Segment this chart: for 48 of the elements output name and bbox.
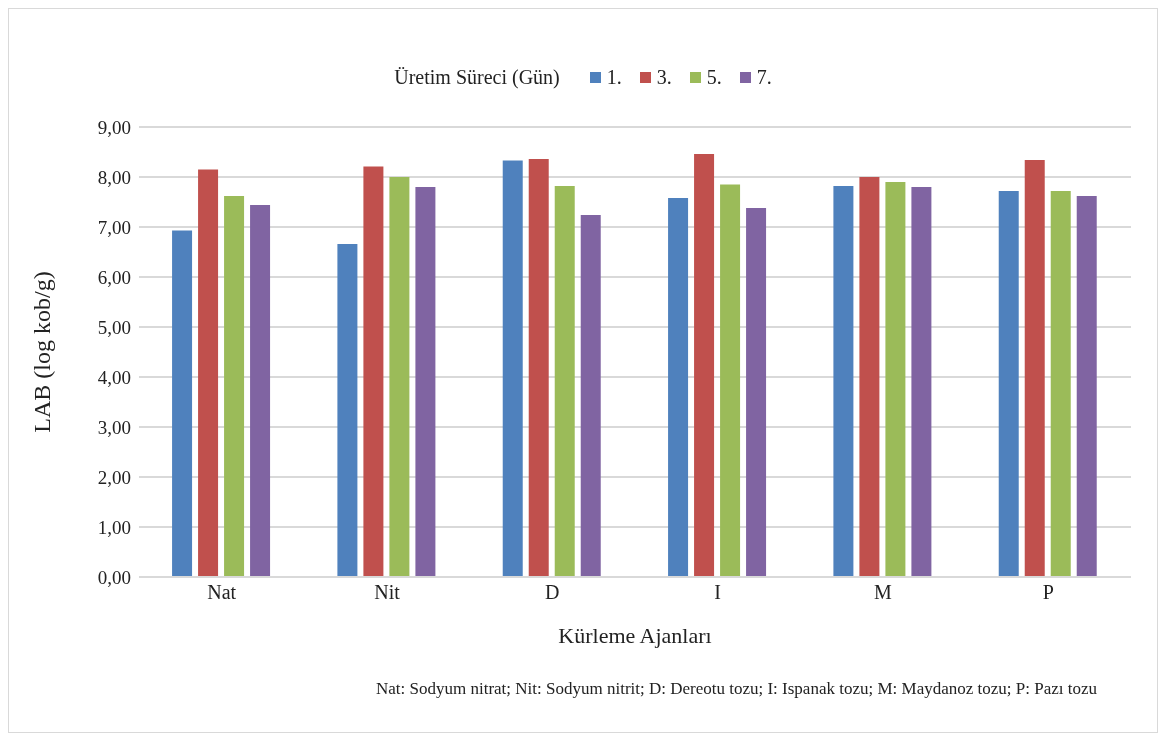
legend-title: Üretim Süreci (Gün) [394, 65, 560, 89]
bar [389, 177, 410, 577]
bar [885, 182, 906, 577]
x-axis-title: Kürleme Ajanları [558, 623, 712, 648]
bar [833, 186, 854, 577]
bar [694, 154, 715, 577]
bar [1050, 191, 1071, 577]
y-tick-label: 8,00 [97, 166, 131, 188]
bar [859, 177, 880, 577]
y-tick-label: 3,00 [97, 416, 131, 438]
x-tick-label: P [1042, 581, 1054, 604]
bar [224, 196, 245, 577]
legend-label: 7. [756, 65, 772, 89]
bar [911, 187, 932, 577]
x-tick-label: M [874, 581, 893, 604]
text: Nat: Sodyum nitrat; Nit: Sodyum nitrit; D: Dereotu tozu; I: Ispanak tozu; M: Maydanoz tozu; P: Pazı tozu [375, 679, 1098, 699]
bar [668, 198, 689, 577]
y-tick-label: 5,00 [97, 316, 131, 338]
y-tick-label: 0,00 [97, 566, 131, 588]
y-tick-label: 9,00 [97, 116, 131, 138]
legend-label: 3. [656, 65, 672, 89]
bar [337, 244, 358, 577]
bar [198, 169, 219, 577]
bar [554, 186, 575, 577]
x-tick-label: Nit [374, 581, 401, 604]
y-tick-label: 6,00 [97, 266, 131, 288]
x-tick-label: D [545, 581, 560, 604]
y-axis-title: LAB (log kob/g) [28, 271, 55, 433]
y-tick-label: 4,00 [97, 366, 131, 388]
y-tick-label: 7,00 [97, 216, 131, 238]
bar [580, 215, 601, 577]
bar [528, 159, 549, 577]
bar [415, 187, 436, 577]
bar [1024, 160, 1045, 577]
y-tick-label: 1,00 [97, 516, 131, 538]
bar [363, 166, 384, 577]
y-tick-label: 2,00 [97, 466, 131, 488]
bar [172, 230, 193, 577]
bar [250, 205, 271, 577]
bar [502, 160, 523, 577]
x-tick-label: I [714, 581, 721, 604]
bar [1076, 196, 1097, 577]
legend-label: 1. [606, 65, 622, 89]
bar [720, 184, 741, 577]
bar [998, 191, 1019, 577]
x-tick-label: Nat [207, 581, 237, 604]
legend-label: 5. [706, 65, 722, 89]
bar [746, 208, 767, 577]
